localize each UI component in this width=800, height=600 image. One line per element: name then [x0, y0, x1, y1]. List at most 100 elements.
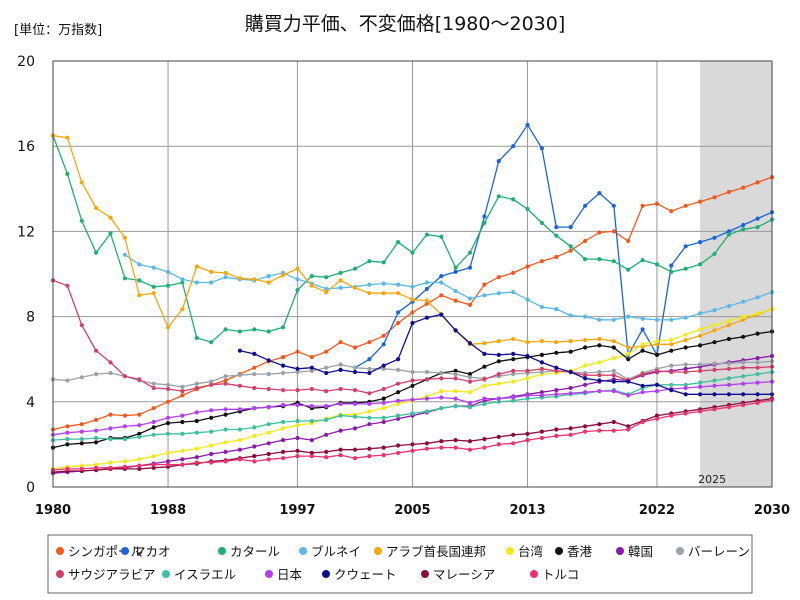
data-point [410, 369, 415, 375]
data-point [396, 398, 401, 403]
data-point [482, 341, 487, 346]
series-11 [50, 379, 775, 437]
data-point [367, 366, 372, 371]
data-point [525, 264, 530, 269]
data-point [496, 442, 501, 447]
data-point [108, 370, 113, 376]
data-point [151, 432, 156, 437]
y-tick-label: 16 [17, 139, 35, 155]
y-tick-label: 12 [17, 224, 35, 240]
data-point [496, 275, 501, 280]
data-point [223, 449, 228, 454]
data-point [669, 348, 674, 353]
data-point [568, 339, 573, 344]
data-point [295, 435, 300, 441]
data-point [194, 446, 199, 451]
data-point [654, 389, 660, 394]
data-point [511, 379, 516, 384]
data-point [511, 351, 516, 356]
data-point [223, 440, 228, 445]
data-point [741, 392, 746, 397]
data-point [683, 382, 688, 387]
data-point [453, 298, 458, 303]
data-point [525, 206, 530, 212]
data-point [539, 360, 545, 365]
data-point [151, 291, 156, 296]
legend-label: クウェート [334, 567, 397, 582]
data-point [453, 389, 458, 394]
data-point [352, 426, 358, 431]
data-point [467, 447, 473, 452]
data-point [467, 265, 473, 270]
data-point [741, 299, 746, 304]
data-point [295, 287, 300, 293]
data-point [583, 238, 588, 244]
data-point [741, 222, 746, 228]
data-point [223, 374, 228, 379]
data-point [381, 400, 386, 405]
data-point [352, 345, 358, 350]
data-point [640, 419, 645, 425]
data-point [439, 312, 444, 317]
data-point [424, 286, 429, 291]
data-point [511, 336, 516, 342]
data-point [439, 389, 444, 394]
data-point [539, 435, 545, 441]
data-point [626, 267, 631, 272]
data-point [467, 390, 473, 395]
data-point [424, 369, 429, 375]
legend-label: トルコ [542, 567, 579, 582]
x-tick-label: 2005 [394, 503, 430, 518]
data-point [295, 418, 300, 424]
data-point [165, 269, 171, 274]
data-point [79, 429, 84, 434]
data-point [410, 442, 415, 447]
data-point [482, 377, 487, 382]
data-point [237, 427, 242, 432]
data-point [137, 431, 142, 436]
data-point [381, 366, 386, 371]
data-point [122, 459, 127, 464]
data-point [482, 293, 487, 298]
data-point [597, 191, 602, 196]
data-point [137, 412, 142, 417]
data-point [79, 180, 84, 185]
data-point [583, 337, 588, 343]
legend-label: ブルネイ [311, 544, 361, 559]
data-point [554, 225, 559, 230]
data-point [583, 429, 588, 434]
data-point [410, 383, 415, 388]
data-point [79, 441, 84, 446]
data-point [554, 392, 559, 397]
data-point [611, 428, 616, 433]
data-point [583, 382, 588, 387]
data-point [626, 393, 631, 398]
data-point [309, 386, 314, 392]
legend-label: シンガポール [68, 544, 143, 559]
data-point [683, 385, 688, 391]
forecast-label: 2025 [698, 473, 726, 486]
legend-marker [374, 547, 382, 555]
data-point [453, 376, 458, 381]
data-point [137, 457, 142, 462]
data-point [439, 370, 444, 376]
data-point [424, 377, 429, 382]
x-tick-label: 2022 [639, 503, 675, 518]
data-point [597, 373, 602, 378]
data-point [396, 381, 401, 386]
data-point [467, 379, 473, 384]
data-point [511, 197, 516, 202]
data-point [151, 265, 156, 270]
data-point [755, 372, 760, 377]
data-point [137, 278, 142, 283]
data-point [424, 441, 429, 446]
data-point [295, 266, 300, 271]
data-point [698, 311, 703, 316]
data-point [151, 465, 156, 470]
data-point [381, 363, 386, 368]
data-point [597, 428, 602, 433]
data-point [482, 351, 487, 356]
data-point [626, 238, 631, 244]
data-point [511, 270, 516, 275]
data-point [108, 437, 113, 442]
